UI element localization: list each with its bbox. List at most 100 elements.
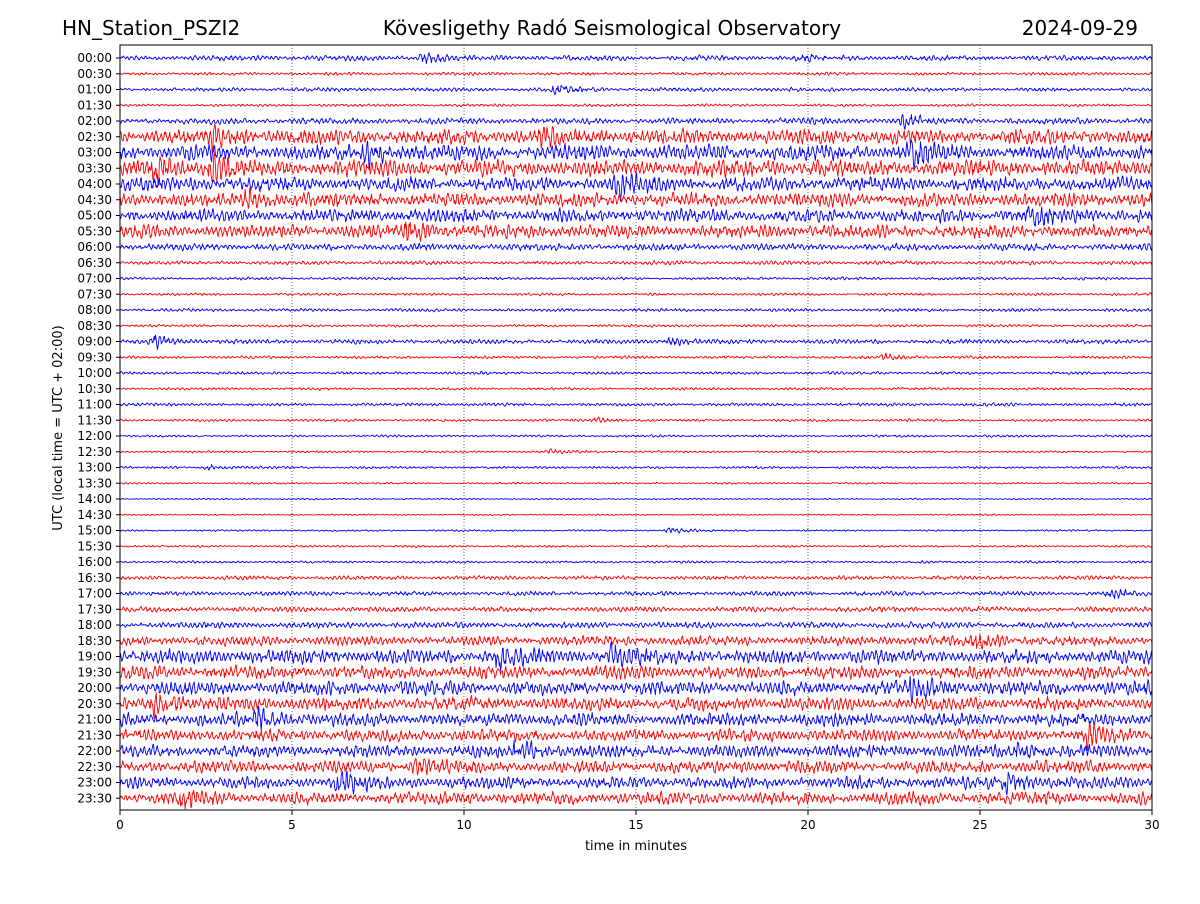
date-title: 2024-09-29 bbox=[1022, 16, 1138, 40]
y-tick-label: 23:30 bbox=[77, 791, 112, 805]
trace-1400 bbox=[119, 497, 1153, 501]
y-tick-label: 15:00 bbox=[77, 524, 112, 538]
trace-0300 bbox=[119, 139, 1153, 170]
trace-1300 bbox=[119, 464, 1153, 471]
trace-1930 bbox=[119, 664, 1153, 681]
y-tick-label: 07:30 bbox=[77, 287, 112, 301]
trace-0700 bbox=[119, 276, 1153, 281]
trace-0030 bbox=[119, 71, 1153, 76]
trace-0530 bbox=[119, 221, 1153, 242]
y-tick-label: 12:30 bbox=[77, 445, 112, 459]
y-axis-label: UTC (local time = UTC + 02:00) bbox=[51, 325, 66, 530]
y-tick-label: 06:00 bbox=[77, 240, 112, 254]
trace-1900 bbox=[119, 641, 1153, 672]
trace-2230 bbox=[119, 758, 1153, 776]
y-tick-label: 04:00 bbox=[77, 177, 112, 191]
trace-0000 bbox=[119, 52, 1153, 65]
y-tick-label: 08:30 bbox=[77, 319, 112, 333]
y-tick-label: 21:00 bbox=[77, 713, 112, 727]
trace-0330 bbox=[119, 151, 1153, 186]
x-tick-label: 10 bbox=[456, 818, 471, 832]
y-tick-label: 17:00 bbox=[77, 587, 112, 601]
trace-0930 bbox=[119, 352, 1153, 361]
y-tick-label: 17:30 bbox=[77, 602, 112, 616]
y-tick-label: 13:30 bbox=[77, 476, 112, 490]
trace-0130 bbox=[119, 103, 1153, 108]
y-tick-label: 20:30 bbox=[77, 697, 112, 711]
y-tick-label: 11:30 bbox=[77, 413, 112, 427]
x-tick-label: 0 bbox=[116, 818, 124, 832]
y-tick-label: 16:00 bbox=[77, 555, 112, 569]
y-tick-label: 12:00 bbox=[77, 429, 112, 443]
y-tick-label: 22:00 bbox=[77, 744, 112, 758]
y-tick-label: 09:00 bbox=[77, 335, 112, 349]
x-tick-label: 25 bbox=[972, 818, 987, 832]
trace-1500 bbox=[119, 527, 1153, 534]
x-tick-label: 20 bbox=[800, 818, 815, 832]
trace-2000 bbox=[119, 675, 1153, 704]
trace-1530 bbox=[119, 544, 1153, 549]
y-tick-label: 02:30 bbox=[77, 130, 112, 144]
station-title: HN_Station_PSZI2 bbox=[62, 16, 240, 40]
trace-1600 bbox=[119, 560, 1153, 564]
seismic-traces bbox=[119, 52, 1153, 810]
trace-1230 bbox=[119, 448, 1153, 455]
y-tick-label: 10:00 bbox=[77, 366, 112, 380]
y-tick-label: 03:30 bbox=[77, 161, 112, 175]
x-tick-label: 15 bbox=[628, 818, 643, 832]
trace-1100 bbox=[119, 402, 1153, 407]
y-tick-label: 05:30 bbox=[77, 224, 112, 238]
y-tick-label: 01:30 bbox=[77, 98, 112, 112]
y-tick-label: 18:00 bbox=[77, 618, 112, 632]
y-tick-label: 03:00 bbox=[77, 146, 112, 160]
trace-2030 bbox=[119, 692, 1153, 720]
trace-0400 bbox=[119, 172, 1153, 202]
y-tick-label: 14:30 bbox=[77, 508, 112, 522]
y-tick-label: 01:00 bbox=[77, 83, 112, 97]
y-tick-label: 08:00 bbox=[77, 303, 112, 317]
trace-0230 bbox=[119, 123, 1153, 154]
trace-1030 bbox=[119, 386, 1153, 391]
trace-1800 bbox=[119, 621, 1153, 630]
y-tick-label: 00:00 bbox=[77, 51, 112, 65]
y-tick-label: 09:30 bbox=[77, 350, 112, 364]
y-tick-label: 15:30 bbox=[77, 539, 112, 553]
trace-1000 bbox=[119, 371, 1153, 376]
x-axis-label: time in minutes bbox=[585, 839, 687, 854]
trace-2330 bbox=[119, 789, 1153, 810]
trace-1700 bbox=[119, 588, 1153, 600]
y-tick-label: 19:00 bbox=[77, 650, 112, 664]
trace-1130 bbox=[119, 416, 1153, 423]
trace-1200 bbox=[119, 434, 1153, 438]
trace-0900 bbox=[119, 334, 1153, 350]
grid-lines bbox=[291, 45, 981, 810]
y-tick-label: 20:00 bbox=[77, 681, 112, 695]
trace-0800 bbox=[119, 307, 1153, 313]
y-tick-label: 21:30 bbox=[77, 728, 112, 742]
trace-0500 bbox=[119, 206, 1153, 227]
trace-1830 bbox=[119, 634, 1153, 650]
y-tick-label: 18:30 bbox=[77, 634, 112, 648]
trace-0830 bbox=[119, 323, 1153, 328]
y-tick-label: 04:30 bbox=[77, 193, 112, 207]
trace-2100 bbox=[119, 705, 1153, 731]
trace-0430 bbox=[119, 187, 1153, 209]
trace-2300 bbox=[119, 770, 1153, 796]
trace-1430 bbox=[119, 513, 1153, 516]
y-tick-label: 11:00 bbox=[77, 398, 112, 412]
y-tick-label: 10:30 bbox=[77, 382, 112, 396]
x-ticks: 0 5 10 15 20 25 30 bbox=[116, 810, 1160, 832]
y-tick-label: 05:00 bbox=[77, 209, 112, 223]
trace-1730 bbox=[119, 605, 1153, 613]
trace-0200 bbox=[119, 114, 1153, 130]
trace-2200 bbox=[119, 740, 1153, 760]
y-tick-label: 23:00 bbox=[77, 776, 112, 790]
y-tick-label: 07:00 bbox=[77, 272, 112, 286]
trace-1330 bbox=[119, 481, 1153, 485]
x-tick-label: 30 bbox=[1144, 818, 1159, 832]
trace-0730 bbox=[119, 292, 1153, 297]
y-tick-label: 13:00 bbox=[77, 461, 112, 475]
